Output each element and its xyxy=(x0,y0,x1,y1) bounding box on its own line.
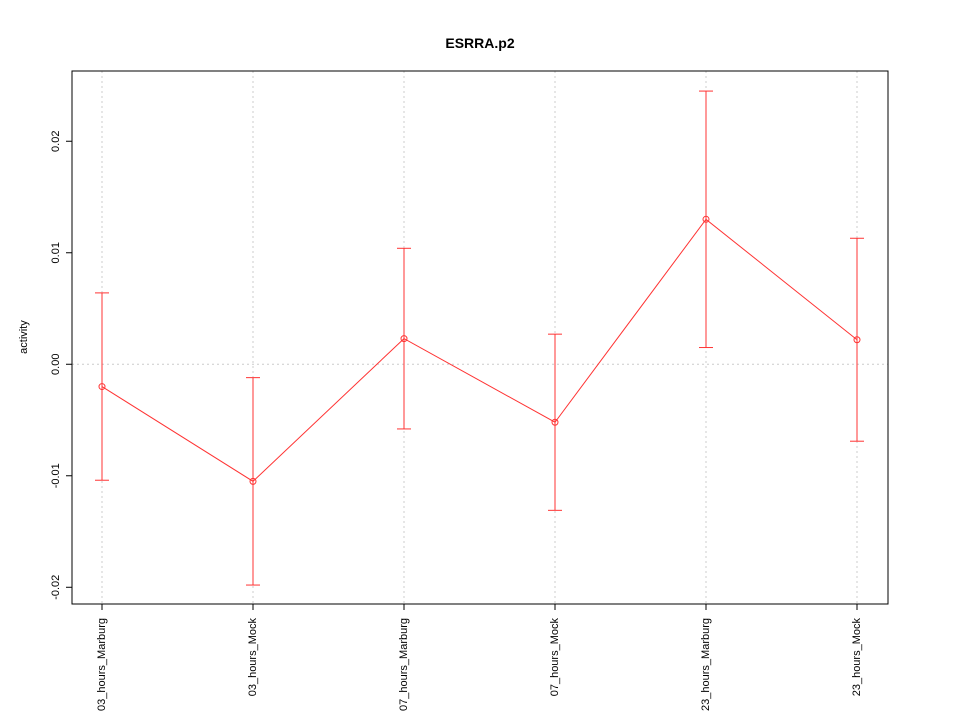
data-line xyxy=(101,218,858,482)
data-point xyxy=(98,383,106,391)
y-axis-label: activity xyxy=(18,320,30,354)
y-tick-label: -0.02 xyxy=(50,575,62,600)
data-point xyxy=(702,215,710,223)
data-point xyxy=(249,477,257,485)
data-point xyxy=(400,335,408,343)
x-tick-label: 03_hours_Mock xyxy=(247,618,259,697)
x-tick-label: 07_hours_Marburg xyxy=(398,618,410,711)
x-tick-label: 03_hours_Marburg xyxy=(96,618,108,711)
chart-title: ESRRA.p2 xyxy=(445,35,514,51)
y-tick-label: 0.02 xyxy=(50,131,62,152)
x-tick-label: 07_hours_Mock xyxy=(549,618,561,697)
x-tick-label: 23_hours_Marburg xyxy=(700,618,712,711)
data-point xyxy=(551,418,559,426)
data-point xyxy=(853,336,861,344)
x-tick-label: 23_hours_Mock xyxy=(851,618,863,697)
plot-frame xyxy=(71,70,889,605)
y-tick-label: 0.00 xyxy=(50,354,62,375)
y-tick-label: -0.01 xyxy=(50,463,62,488)
y-tick-label: 0.01 xyxy=(50,242,62,263)
